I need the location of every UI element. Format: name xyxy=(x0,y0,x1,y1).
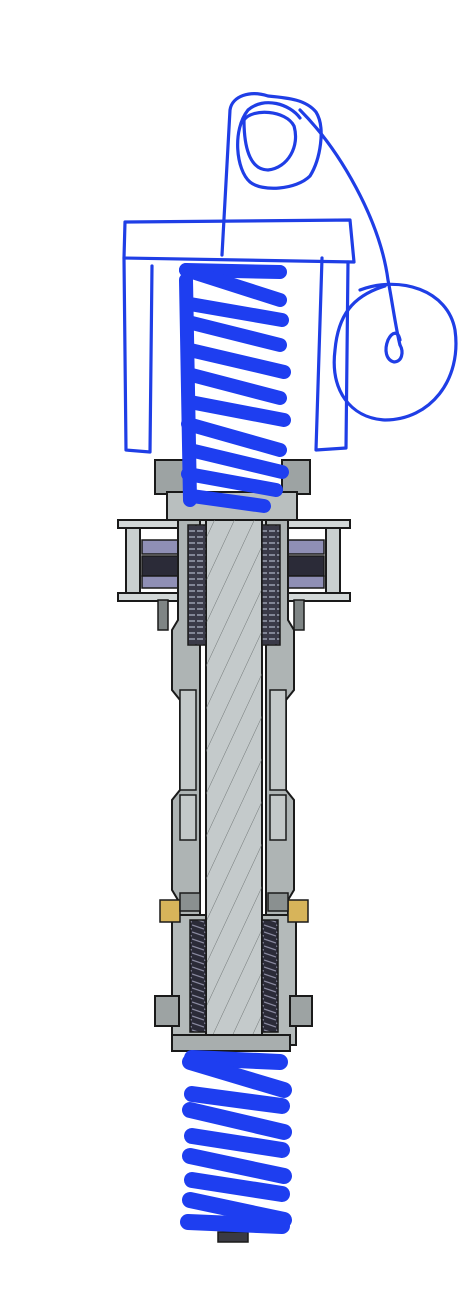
cap-left-wall xyxy=(122,256,154,454)
top-loop xyxy=(220,92,323,257)
upper-spring xyxy=(179,263,291,513)
lower-block xyxy=(154,892,313,1052)
central-shaft xyxy=(205,519,263,1051)
hand-drawn-sketch-icon xyxy=(122,92,458,454)
cap-right-wall xyxy=(314,256,350,452)
bottom-tip xyxy=(217,1231,249,1243)
top-loop-inner xyxy=(242,110,298,172)
cap-top xyxy=(122,218,356,264)
lower-spring xyxy=(180,1050,292,1234)
shaft-cross-section-icon xyxy=(117,459,351,1243)
side-circle xyxy=(332,282,458,422)
side-circle-hook xyxy=(384,331,404,364)
upper-thread xyxy=(187,524,281,646)
cable-line xyxy=(298,108,402,347)
